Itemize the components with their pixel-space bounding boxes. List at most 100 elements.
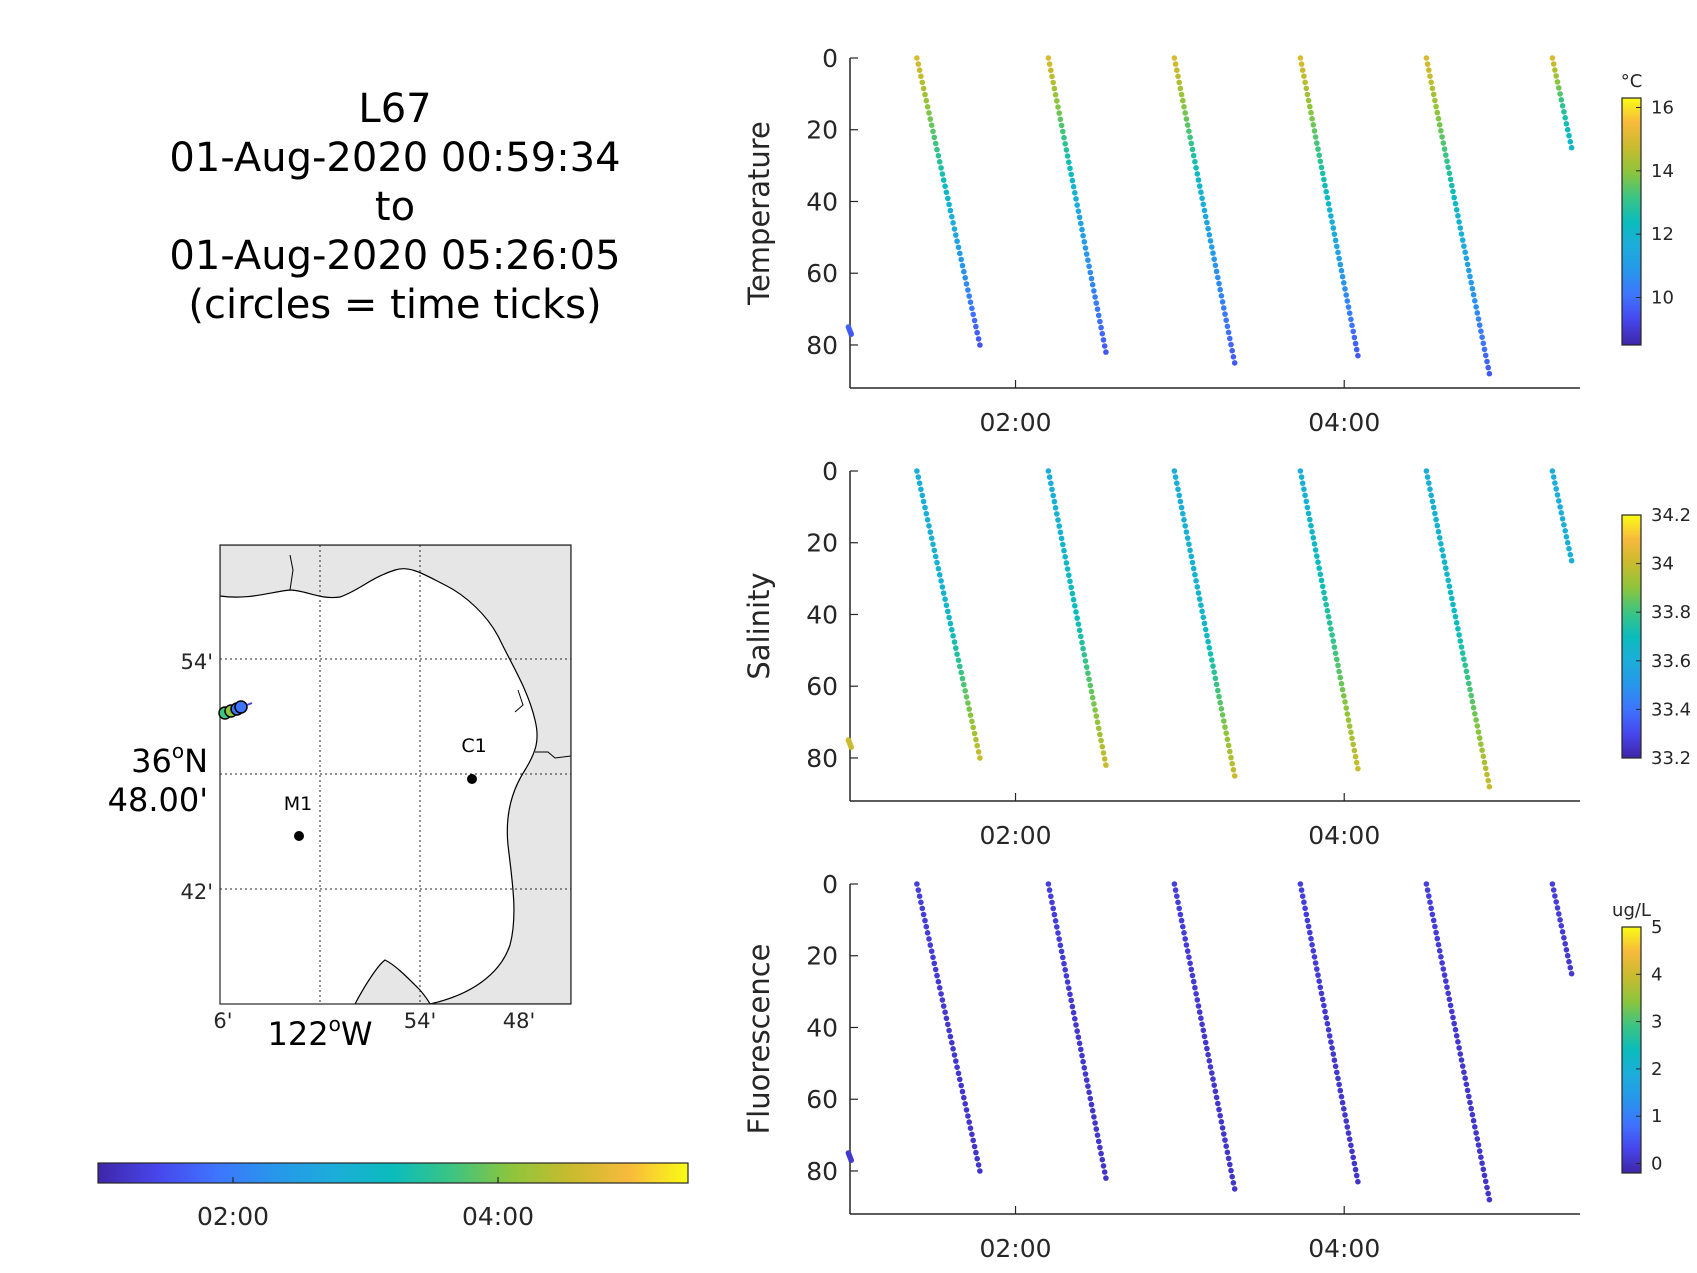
data-point [1307,516,1313,523]
data-point [1190,565,1197,572]
data-point [1430,91,1437,98]
title-line-5: (circles = time ticks) [188,282,601,328]
data-point [966,1119,972,1125]
data-point [1427,899,1433,905]
data-point [1562,528,1568,534]
data-point [923,510,930,517]
data-point [1057,942,1064,949]
data-point [1316,152,1322,158]
data-point [1440,966,1447,972]
data-point [934,559,940,566]
data-point [1045,468,1052,474]
data-point [1297,468,1304,474]
data-point [975,749,982,755]
data-point [973,736,979,743]
data-point [1188,140,1195,147]
data-point [1094,306,1101,313]
data-point [1202,626,1209,633]
station-c1-marker [467,774,477,784]
data-point [1438,128,1444,134]
data-point [1486,1196,1493,1203]
data-point [1423,468,1430,474]
data-point [927,116,934,122]
data-point [1175,486,1181,493]
data-point [1207,238,1214,244]
data-point [916,893,923,899]
data-point [963,281,970,287]
data-point [1449,182,1455,189]
data-point [936,985,943,991]
track-time-tick [234,700,248,714]
data-point [1346,1136,1353,1142]
data-point [1098,1150,1104,1157]
data-point [1552,480,1558,486]
data-point [1205,225,1211,232]
data-point [965,700,971,706]
data-point [1201,1033,1208,1040]
data-point [1228,1167,1234,1174]
data-point [1336,1081,1342,1088]
data-point [1562,115,1568,121]
data-point [1429,498,1436,505]
data-point [922,917,928,924]
data-point [931,134,938,141]
data-point [1091,1114,1097,1120]
data-point [1324,1020,1331,1027]
data-point [1556,85,1562,91]
data-point [1557,917,1563,923]
data-point [1456,219,1462,225]
data-point [1449,1008,1455,1015]
data-point [965,287,971,293]
colorbar-fluorescence [1621,926,1642,1174]
data-point [1199,195,1205,202]
data-point [1480,340,1487,347]
data-point [949,626,955,633]
data-point [1064,153,1071,159]
data-point [1196,596,1203,602]
data-point [1484,771,1490,778]
data-point [1194,997,1201,1003]
data-point [1079,226,1085,233]
data-point [1308,522,1314,529]
data-point [1473,304,1479,310]
data-point [1103,762,1109,768]
data-point [1209,1070,1215,1076]
data-point [1424,474,1431,480]
data-point [1318,164,1325,171]
data-point [1464,261,1471,268]
data-point [1098,737,1104,744]
data-point [1074,202,1080,208]
data-point [939,171,946,177]
data-point [1329,1045,1335,1051]
data-point [1553,73,1559,79]
data-point [1206,1058,1213,1064]
data-point [1098,324,1104,331]
data-point [958,1082,964,1089]
data-point [1231,773,1238,779]
data-point [1311,541,1318,547]
data-point [1302,79,1308,86]
data-point [1174,480,1180,487]
data-point [1479,334,1485,341]
data-point [1453,207,1460,213]
data-point [1091,701,1097,707]
data-point [1345,1130,1352,1136]
data-point [1067,578,1073,585]
data-point [1434,109,1441,116]
y-tick-label: 40 [806,600,838,629]
data-point [1201,620,1208,627]
colorbar-tick-label: 4 [1651,964,1662,985]
data-point [1049,486,1055,493]
data-point [1190,152,1197,159]
data-point [1322,595,1328,602]
data-point [1470,291,1477,298]
y-tick-label: 20 [806,942,838,971]
data-point [1355,765,1361,772]
data-point [848,744,854,750]
data-point [931,960,938,967]
data-point [1440,553,1447,559]
data-point [1329,632,1335,638]
data-point [945,608,951,615]
data-point [1429,85,1436,92]
data-point [914,881,920,887]
